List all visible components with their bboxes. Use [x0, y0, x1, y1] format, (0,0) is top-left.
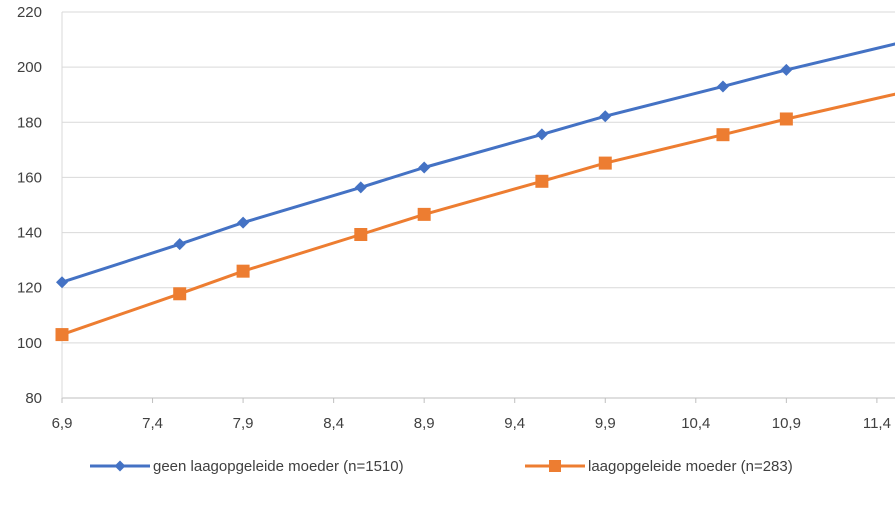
legend: geen laagopgeleide moeder (n=1510) laagop… [90, 458, 793, 475]
x-axis-tick-labels: 6,9 7,4 7,9 8,4 8,9 9,4 9,9 10,4 10,9 11,4 [52, 415, 891, 432]
y-tick-label: 100 [17, 335, 42, 352]
x-tick-label: 9,4 [504, 415, 525, 432]
data-point-square [417, 207, 431, 221]
data-point-square [598, 156, 612, 170]
data-point-diamond [354, 181, 367, 194]
x-tick-label: 8,9 [414, 415, 435, 432]
data-point-diamond [418, 161, 431, 174]
data-point-square [779, 112, 793, 126]
x-tick-label: 10,4 [681, 415, 710, 432]
legend-label-1: laagopgeleide moeder (n=283) [588, 458, 793, 475]
legend-marker-square [549, 460, 561, 472]
series-line-1 [60, 92, 895, 337]
x-tick-label: 11,4 [863, 415, 891, 432]
series-lines [60, 42, 895, 337]
x-tick-label: 8,4 [323, 415, 344, 432]
series-line-0 [60, 42, 895, 284]
series-markers [55, 63, 793, 342]
data-point-square [716, 128, 730, 142]
gridlines [61, 11, 895, 403]
y-tick-label: 120 [17, 280, 42, 297]
y-tick-label: 220 [17, 4, 42, 21]
data-point-square [535, 174, 549, 188]
data-point-square [55, 328, 69, 342]
data-point-diamond [780, 63, 793, 76]
y-tick-label: 180 [17, 114, 42, 131]
data-point-diamond [599, 110, 612, 123]
y-tick-label: 140 [17, 225, 42, 242]
x-tick-label: 7,4 [142, 415, 163, 432]
data-point-diamond [173, 238, 186, 251]
data-point-square [173, 287, 187, 301]
data-point-square [236, 264, 250, 278]
x-tick-label: 7,9 [233, 415, 254, 432]
x-tick-label: 9,9 [595, 415, 616, 432]
data-point-diamond [56, 276, 68, 289]
y-axis-tick-labels: 80 100 120 140 160 180 200 220 [17, 4, 42, 407]
y-tick-label: 80 [25, 390, 42, 407]
data-point-diamond [535, 128, 548, 141]
data-point-diamond [716, 80, 729, 93]
x-tick-label: 6,9 [52, 415, 73, 432]
x-tick-label: 10,9 [772, 415, 801, 432]
data-point-square [354, 228, 368, 242]
data-point-diamond [237, 216, 250, 229]
y-tick-label: 200 [17, 59, 42, 76]
legend-marker-diamond [114, 460, 126, 472]
legend-label-0: geen laagopgeleide moeder (n=1510) [153, 458, 404, 475]
y-tick-label: 160 [17, 169, 42, 186]
